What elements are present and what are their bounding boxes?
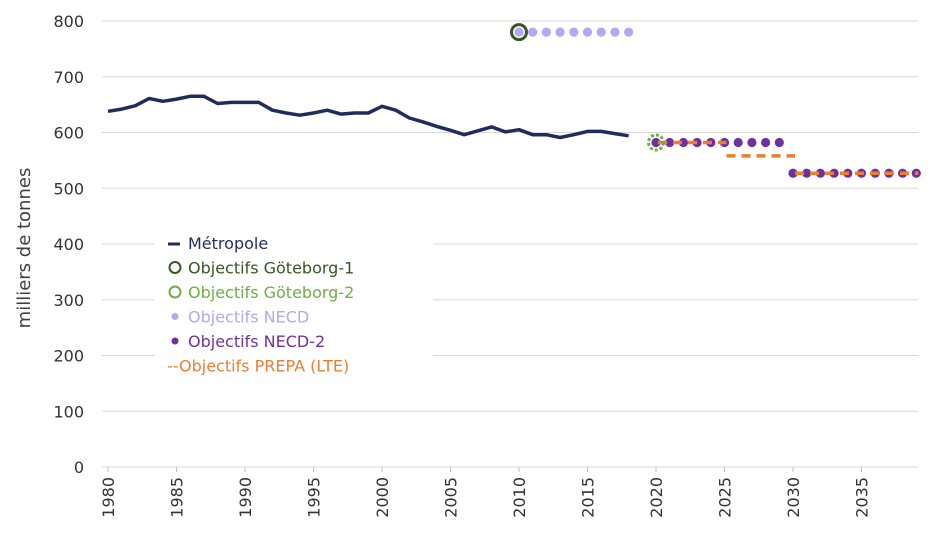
series-point-necd-2 [747, 137, 757, 148]
series-point-necd-2 [651, 137, 661, 148]
series-point-necd-2 [665, 137, 675, 148]
x-tick-label: 2020 [647, 477, 666, 518]
y-tick-label: 200 [53, 347, 84, 366]
legend-label: Objectifs Göteborg-1 [188, 259, 354, 278]
y-tick-label: 0 [74, 458, 84, 477]
legend-marker [168, 285, 182, 299]
series-point-necd [555, 27, 565, 37]
series-point-necd [582, 27, 593, 37]
legend: Métropole Objectifs Göteborg-1 Objectifs G… [167, 234, 354, 376]
series-point-goteborg [510, 23, 528, 42]
legend-label: Objectifs NECD-2 [188, 332, 325, 351]
y-tick-label: 500 [53, 179, 84, 198]
x-tick-label: 2005 [442, 477, 461, 518]
series-point-necd [528, 27, 538, 37]
y-tick-label: 700 [53, 68, 84, 87]
series-point-goteborg [647, 133, 665, 152]
y-axis-ticks: 0 100 200 300 400 500 600 700 800 [53, 12, 84, 477]
x-tick-label: 2035 [853, 477, 872, 518]
legend-label: Objectifs NECD [188, 308, 309, 327]
series-point-necd [624, 27, 634, 37]
y-axis-label: milliers de tonnes [14, 168, 35, 329]
y-tick-label: 800 [53, 12, 84, 31]
legend-background [155, 225, 433, 390]
x-tick-label: 1990 [236, 477, 255, 518]
series-point-necd-2 [774, 137, 784, 148]
y-tick-label: 400 [53, 235, 84, 254]
legend-marker [171, 337, 179, 345]
series-point-necd-2 [733, 137, 743, 148]
series-point-necd-2 [678, 137, 689, 148]
x-tick-label: 2000 [373, 477, 392, 518]
series-point-necd-2 [761, 137, 771, 148]
legend-marker [171, 313, 179, 320]
series-point-necd [541, 27, 552, 37]
series-point-necd-2 [692, 137, 702, 148]
x-tick-label: 1995 [305, 477, 324, 518]
legend-label: Objectifs Göteborg-2 [188, 283, 354, 302]
y-tick-label: 600 [53, 124, 84, 143]
series-point-necd [596, 27, 606, 37]
legend-marker [168, 261, 182, 274]
series [107, 23, 921, 178]
series-point-necd [569, 27, 579, 37]
y-tick-label: 300 [53, 291, 84, 310]
legend-label: Métropole [188, 234, 268, 253]
x-tick-label: 2030 [784, 477, 803, 518]
x-tick-label: 2015 [579, 477, 598, 518]
x-axis-ticks: 1980 1985 1990 1995 2000 2005 2010 2015 2020 2025… [99, 467, 872, 518]
series-point-necd-2 [815, 168, 826, 178]
series-point-necd [610, 27, 620, 37]
series-point-necd-2 [829, 168, 839, 178]
x-tick-label: 1985 [168, 477, 187, 518]
y-tick-label: 100 [53, 402, 84, 421]
series-point-necd [514, 27, 524, 37]
x-tick-label: 2025 [716, 477, 735, 518]
series-point-necd-2 [802, 168, 812, 178]
series-point-necd-2 [788, 168, 798, 178]
series-line-metropole [107, 94, 629, 140]
legend-label: --Objectifs PREPA (LTE) [167, 357, 349, 376]
x-tick-label: 1980 [99, 477, 118, 518]
x-tick-label: 2010 [510, 477, 529, 518]
